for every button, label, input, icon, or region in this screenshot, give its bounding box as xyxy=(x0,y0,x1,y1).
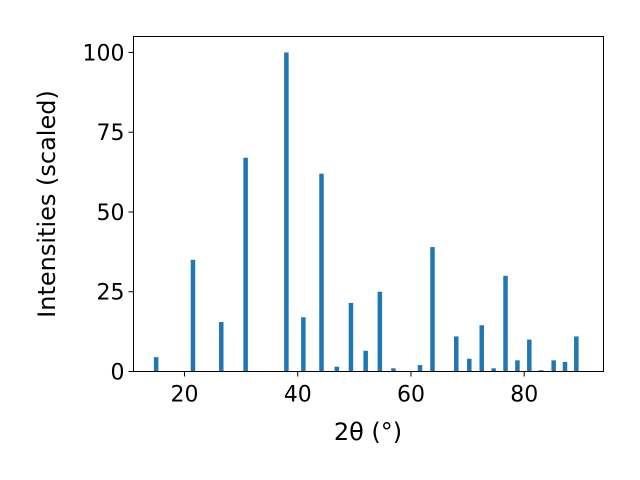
x-axis-label: 2θ (°) xyxy=(334,418,402,446)
bar xyxy=(219,322,224,371)
y-tick-label: 25 xyxy=(97,281,125,306)
bar xyxy=(363,351,368,372)
bar xyxy=(527,340,532,372)
y-axis-ticks: 0 25 50 75 100 xyxy=(83,41,134,385)
bar xyxy=(454,336,459,371)
bar xyxy=(418,365,423,371)
x-tick-label: 60 xyxy=(397,383,425,408)
bar xyxy=(430,247,435,371)
x-tick-label: 40 xyxy=(284,383,312,408)
bar xyxy=(574,336,579,371)
y-tick-label: 75 xyxy=(97,121,125,146)
y-tick-label: 100 xyxy=(83,41,125,66)
bar-series xyxy=(154,52,579,371)
bar xyxy=(467,359,472,372)
x-tick-label: 80 xyxy=(510,383,538,408)
bar xyxy=(319,174,324,372)
bar xyxy=(563,362,568,372)
x-axis-ticks: 20 40 60 80 xyxy=(170,372,538,408)
bar xyxy=(551,360,556,371)
y-tick-label: 0 xyxy=(111,361,125,386)
bar xyxy=(154,357,159,371)
bar xyxy=(480,325,485,371)
bar xyxy=(378,292,383,372)
y-tick-label: 50 xyxy=(97,201,125,226)
bar xyxy=(301,317,306,371)
y-axis-label: Intensities (scaled) xyxy=(33,90,61,318)
bar xyxy=(335,367,340,372)
plot-frame xyxy=(134,37,604,372)
bar xyxy=(515,360,520,371)
bar xyxy=(191,260,196,372)
bar xyxy=(349,303,354,372)
bar xyxy=(503,276,508,372)
x-tick-label: 20 xyxy=(170,383,198,408)
bar xyxy=(243,158,248,372)
bar xyxy=(284,52,289,371)
